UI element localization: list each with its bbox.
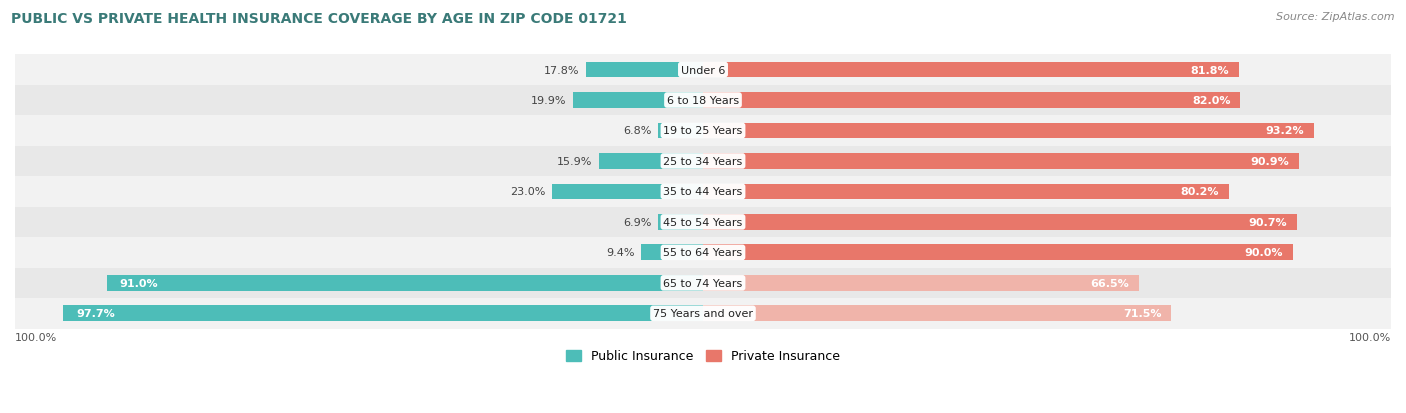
Text: 81.8%: 81.8% <box>1191 65 1229 75</box>
Bar <box>658 214 703 230</box>
Text: 25 to 34 Years: 25 to 34 Years <box>664 157 742 166</box>
Bar <box>15 146 1391 177</box>
Bar <box>586 62 703 78</box>
Text: 90.9%: 90.9% <box>1250 157 1289 166</box>
Text: 6.9%: 6.9% <box>623 217 651 227</box>
Bar <box>63 306 703 321</box>
Text: 55 to 64 Years: 55 to 64 Years <box>664 248 742 258</box>
Bar <box>658 123 703 139</box>
Bar <box>599 154 703 169</box>
Bar <box>703 184 1229 200</box>
Bar <box>15 298 1391 329</box>
Text: 66.5%: 66.5% <box>1090 278 1129 288</box>
Bar <box>641 245 703 261</box>
Text: 65 to 74 Years: 65 to 74 Years <box>664 278 742 288</box>
Text: 35 to 44 Years: 35 to 44 Years <box>664 187 742 197</box>
Text: PUBLIC VS PRIVATE HEALTH INSURANCE COVERAGE BY AGE IN ZIP CODE 01721: PUBLIC VS PRIVATE HEALTH INSURANCE COVER… <box>11 12 627 26</box>
Text: 6.8%: 6.8% <box>623 126 652 136</box>
Text: 100.0%: 100.0% <box>15 332 58 342</box>
Bar <box>703 154 1299 169</box>
Text: 45 to 54 Years: 45 to 54 Years <box>664 217 742 227</box>
Bar <box>15 268 1391 298</box>
Bar <box>703 245 1292 261</box>
Bar <box>703 214 1298 230</box>
Bar <box>703 275 1139 291</box>
Text: 23.0%: 23.0% <box>510 187 546 197</box>
Bar <box>572 93 703 109</box>
Bar <box>553 184 703 200</box>
Text: Under 6: Under 6 <box>681 65 725 75</box>
Bar <box>15 116 1391 146</box>
Text: 80.2%: 80.2% <box>1180 187 1219 197</box>
Bar <box>15 85 1391 116</box>
Bar <box>15 55 1391 85</box>
Text: 97.7%: 97.7% <box>76 309 115 318</box>
Text: 75 Years and over: 75 Years and over <box>652 309 754 318</box>
Text: 9.4%: 9.4% <box>606 248 636 258</box>
Text: Source: ZipAtlas.com: Source: ZipAtlas.com <box>1277 12 1395 22</box>
Bar <box>15 177 1391 207</box>
Text: 90.0%: 90.0% <box>1244 248 1282 258</box>
Bar <box>703 306 1171 321</box>
Bar <box>15 207 1391 237</box>
Text: 90.7%: 90.7% <box>1249 217 1288 227</box>
Text: 100.0%: 100.0% <box>1348 332 1391 342</box>
Text: 71.5%: 71.5% <box>1123 309 1161 318</box>
Bar <box>107 275 703 291</box>
Text: 6 to 18 Years: 6 to 18 Years <box>666 96 740 106</box>
Text: 17.8%: 17.8% <box>544 65 579 75</box>
Text: 93.2%: 93.2% <box>1265 126 1303 136</box>
Text: 91.0%: 91.0% <box>120 278 159 288</box>
Text: 15.9%: 15.9% <box>557 157 592 166</box>
Bar <box>703 93 1240 109</box>
Bar <box>703 62 1239 78</box>
Bar <box>15 237 1391 268</box>
Text: 82.0%: 82.0% <box>1192 96 1230 106</box>
Legend: Public Insurance, Private Insurance: Public Insurance, Private Insurance <box>561 344 845 368</box>
Text: 19.9%: 19.9% <box>530 96 567 106</box>
Bar <box>703 123 1313 139</box>
Text: 19 to 25 Years: 19 to 25 Years <box>664 126 742 136</box>
